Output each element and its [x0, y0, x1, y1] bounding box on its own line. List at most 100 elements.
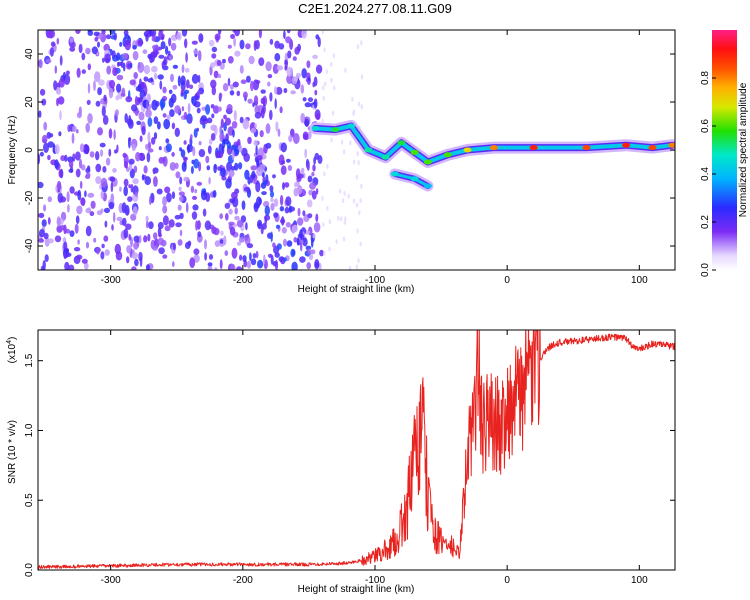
noise-speck: [147, 117, 153, 127]
noise-speck: [60, 155, 66, 162]
noise-speck: [162, 156, 168, 167]
noise-speck: [84, 190, 87, 198]
noise-speck: [100, 251, 105, 260]
noise-speck: [94, 36, 99, 42]
noise-speck: [202, 208, 207, 217]
noise-speck: [265, 142, 272, 149]
noise-speck: [204, 220, 212, 231]
noise-speck: [128, 158, 135, 165]
noise-speck: [133, 235, 140, 243]
noise-speck: [76, 67, 81, 78]
noise-speck: [211, 86, 216, 96]
noise-speck: [322, 85, 325, 91]
noise-speck: [307, 97, 314, 103]
noise-speck: [254, 111, 262, 119]
noise-speck: [355, 202, 359, 208]
noise-speck: [310, 237, 314, 248]
noise-speck: [158, 54, 165, 59]
noise-speck: [321, 30, 324, 35]
noise-speck: [175, 171, 181, 179]
snr-frame: [37, 329, 676, 571]
noise-speck: [166, 114, 171, 121]
noise-speck: [153, 132, 158, 140]
noise-speck: [219, 125, 222, 135]
noise-speck: [281, 160, 286, 165]
noise-speck: [312, 164, 316, 172]
noise-speck: [275, 86, 283, 95]
noise-speck: [322, 95, 325, 101]
x-tick-label: -300: [101, 575, 121, 586]
noise-speck: [127, 196, 133, 203]
noise-speck: [323, 251, 326, 257]
noise-speck: [126, 256, 130, 264]
noise-speck: [230, 34, 236, 39]
noise-speck: [326, 205, 329, 211]
noise-speck: [301, 68, 308, 79]
noise-speck: [254, 123, 257, 129]
noise-speck: [256, 155, 263, 161]
noise-speck: [300, 239, 304, 244]
noise-speck: [321, 118, 324, 124]
noise-speck: [213, 227, 220, 236]
colorbar-tick-label: 0.8: [700, 71, 711, 85]
noise-speck: [190, 185, 195, 193]
noise-speck: [106, 65, 112, 75]
y-tick-label: 0: [24, 147, 35, 153]
noise-speck: [360, 183, 363, 189]
noise-speck: [59, 110, 62, 121]
noise-speck: [54, 235, 62, 243]
noise-speck: [149, 196, 152, 206]
noise-speck: [104, 249, 110, 256]
noise-speck: [312, 233, 316, 239]
noise-speck: [291, 226, 296, 234]
noise-speck: [192, 146, 196, 157]
noise-speck: [102, 57, 105, 63]
noise-speck: [95, 246, 100, 255]
noise-speck: [114, 109, 119, 117]
noise-speck: [100, 190, 105, 200]
noise-speck: [169, 162, 176, 171]
noise-speck: [85, 241, 90, 249]
noise-speck: [228, 169, 235, 178]
noise-speck: [115, 95, 120, 101]
noise-speck: [224, 250, 229, 256]
noise-speck: [193, 254, 200, 263]
colorbar-tick-label: 0.6: [700, 119, 711, 133]
y-tick-label: -20: [24, 190, 35, 205]
noise-speck: [43, 232, 49, 240]
noise-speck: [234, 30, 240, 37]
noise-speck: [239, 254, 243, 261]
noise-speck: [108, 128, 113, 139]
noise-speck: [39, 88, 46, 96]
noise-speck: [94, 71, 101, 83]
noise-speck: [258, 57, 265, 66]
signal-peak: [347, 123, 356, 129]
noise-speck: [105, 157, 111, 166]
noise-speck: [341, 198, 345, 204]
noise-speck: [307, 77, 311, 82]
noise-speck: [161, 61, 165, 69]
noise-speck: [274, 98, 277, 110]
noise-speck: [190, 166, 194, 174]
noise-speck: [76, 129, 79, 134]
noise-speck: [171, 191, 176, 199]
noise-speck: [93, 237, 97, 243]
signal-peak: [582, 145, 591, 151]
noise-speck: [270, 231, 273, 243]
noise-speck: [46, 131, 52, 139]
noise-speck: [192, 195, 197, 200]
noise-speck: [145, 33, 149, 42]
noise-speck: [358, 210, 361, 216]
noise-speck: [144, 176, 151, 186]
noise-speck: [313, 98, 318, 109]
noise-speck: [55, 87, 62, 95]
noise-speck: [175, 222, 182, 228]
noise-speck: [330, 77, 333, 83]
noise-speck: [153, 176, 158, 187]
spectrogram-noise: [38, 30, 364, 270]
noise-speck: [103, 235, 109, 242]
noise-speck: [135, 151, 141, 162]
noise-speck: [138, 111, 145, 121]
noise-speck: [208, 138, 213, 145]
noise-speck: [273, 212, 278, 219]
